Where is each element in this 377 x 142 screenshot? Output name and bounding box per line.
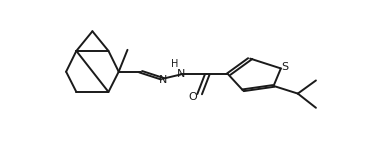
Text: N: N (159, 75, 167, 85)
Text: N: N (177, 69, 186, 79)
Text: O: O (188, 92, 197, 102)
Text: S: S (282, 62, 289, 72)
Text: H: H (170, 59, 178, 69)
